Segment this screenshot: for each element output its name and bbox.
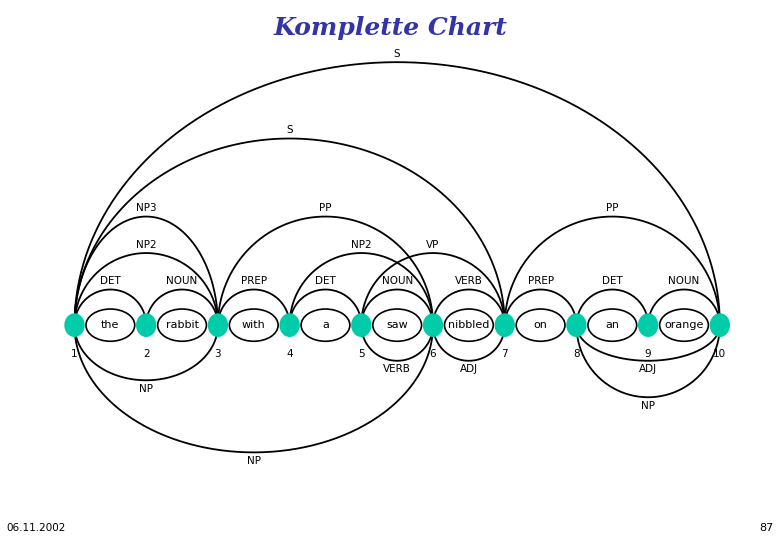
Ellipse shape <box>660 309 708 341</box>
Text: PREP: PREP <box>527 276 554 286</box>
Text: PP: PP <box>606 203 619 213</box>
Text: saw: saw <box>386 320 408 330</box>
Text: 2: 2 <box>143 349 150 359</box>
Circle shape <box>352 314 370 336</box>
Text: rabbit: rabbit <box>165 320 199 330</box>
Text: 7: 7 <box>502 349 508 359</box>
Text: NP: NP <box>641 401 655 410</box>
Text: 3: 3 <box>215 349 222 359</box>
Text: NP: NP <box>246 456 261 466</box>
Text: NP2: NP2 <box>136 240 157 249</box>
Text: PP: PP <box>319 203 332 213</box>
Circle shape <box>280 314 299 336</box>
Text: nibbled: nibbled <box>448 320 490 330</box>
Text: ADJ: ADJ <box>639 364 658 374</box>
Text: NOUN: NOUN <box>166 276 197 286</box>
Ellipse shape <box>158 309 207 341</box>
Text: 06.11.2002: 06.11.2002 <box>6 523 66 533</box>
Text: 6: 6 <box>430 349 436 359</box>
Text: 87: 87 <box>760 523 774 533</box>
Text: 10: 10 <box>713 349 726 359</box>
Text: orange: orange <box>665 320 704 330</box>
Ellipse shape <box>301 309 350 341</box>
Circle shape <box>711 314 729 336</box>
Circle shape <box>136 314 155 336</box>
Ellipse shape <box>86 309 135 341</box>
Circle shape <box>208 314 227 336</box>
Text: VERB: VERB <box>383 364 411 374</box>
Text: 9: 9 <box>645 349 651 359</box>
Text: NOUN: NOUN <box>668 276 700 286</box>
Ellipse shape <box>445 309 493 341</box>
Text: NOUN: NOUN <box>381 276 413 286</box>
Text: 8: 8 <box>573 349 580 359</box>
Text: on: on <box>534 320 548 330</box>
Text: a: a <box>322 320 329 330</box>
Circle shape <box>66 314 83 336</box>
Ellipse shape <box>516 309 565 341</box>
Text: DET: DET <box>602 276 622 286</box>
Circle shape <box>495 314 514 336</box>
Text: DET: DET <box>315 276 336 286</box>
Circle shape <box>424 314 442 336</box>
Text: Komplette Chart: Komplette Chart <box>273 16 507 39</box>
Ellipse shape <box>588 309 636 341</box>
Text: S: S <box>286 125 293 135</box>
Text: NP: NP <box>139 384 153 394</box>
Text: PREP: PREP <box>241 276 267 286</box>
Text: ADJ: ADJ <box>460 364 478 374</box>
Text: VERB: VERB <box>455 276 483 286</box>
Text: the: the <box>101 320 119 330</box>
Circle shape <box>567 314 586 336</box>
Text: DET: DET <box>100 276 121 286</box>
Text: 1: 1 <box>71 349 78 359</box>
Text: S: S <box>394 49 400 59</box>
Circle shape <box>639 314 658 336</box>
Text: 4: 4 <box>286 349 293 359</box>
Ellipse shape <box>229 309 278 341</box>
Text: an: an <box>605 320 619 330</box>
Text: 5: 5 <box>358 349 364 359</box>
Text: NP2: NP2 <box>351 240 371 249</box>
Text: VP: VP <box>427 240 440 249</box>
Ellipse shape <box>373 309 421 341</box>
Text: with: with <box>242 320 266 330</box>
Text: NP3: NP3 <box>136 203 157 213</box>
